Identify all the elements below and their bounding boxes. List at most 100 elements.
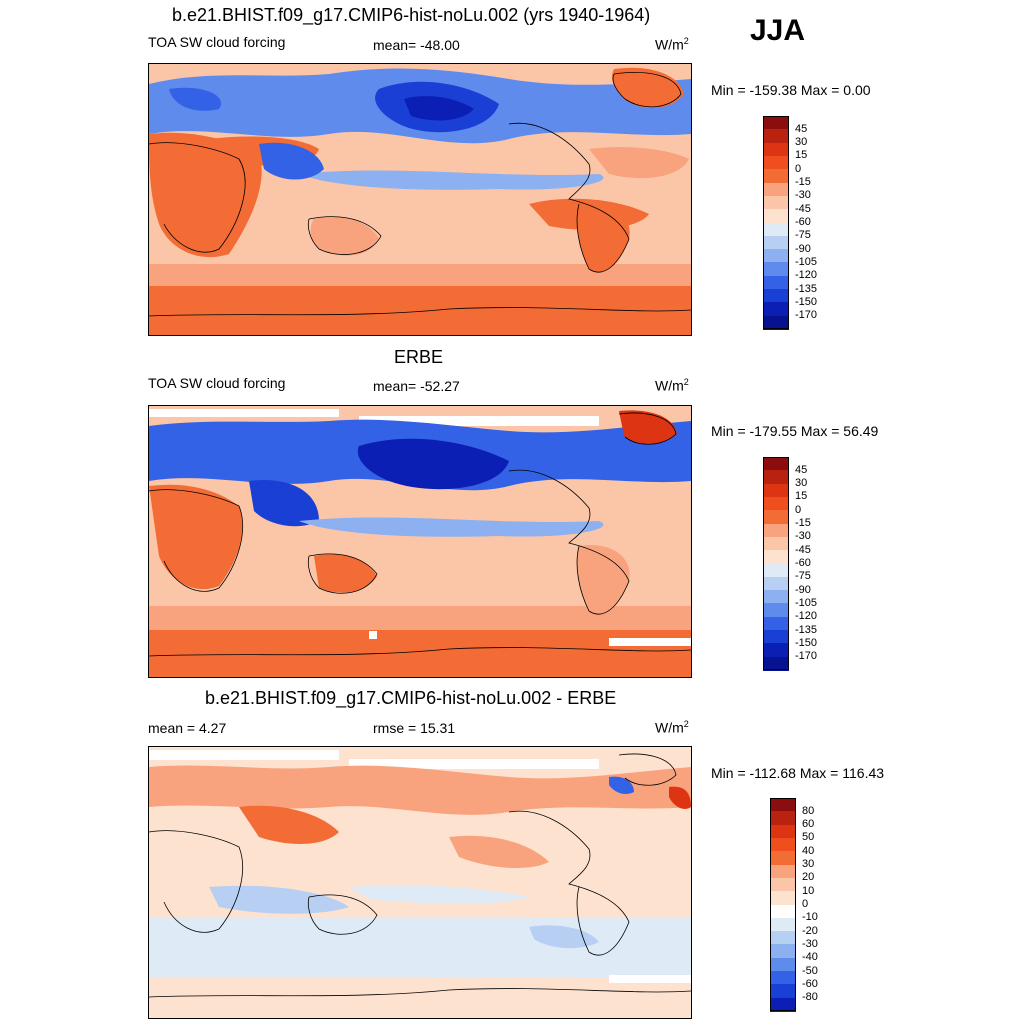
colorbar-tick-label: -150: [795, 636, 818, 649]
colorbar-frame: [763, 116, 789, 329]
colorbar-swatch: [763, 169, 789, 184]
colorbar-swatch: [763, 195, 789, 210]
colorbar-tick-label: 20: [802, 871, 815, 884]
season-label: JJA: [750, 14, 806, 47]
colorbar-swatch: [763, 209, 789, 223]
colorbar-swatch: [763, 576, 789, 591]
panel3-minmax: Min = -112.68 Max = 116.43: [711, 765, 885, 781]
colorbar-tick-label: -15: [795, 176, 811, 189]
colorbar-swatch: [770, 971, 796, 985]
colorbar-swatch: [763, 116, 789, 130]
colorbar-swatch: [763, 182, 789, 197]
colorbar-swatch: [770, 891, 796, 905]
colorbar-swatch: [770, 917, 796, 932]
colorbar-tick-label: -90: [795, 583, 811, 596]
colorbar-swatch: [763, 222, 789, 237]
colorbar-tick-label: -150: [795, 295, 818, 308]
panel1-minmax: Min = -159.38 Max = 0.00: [711, 82, 871, 98]
colorbar-tick-label: 80: [802, 804, 815, 817]
colorbar-swatch: [770, 824, 796, 839]
colorbar-swatch: [763, 656, 789, 671]
panel3-map: [148, 746, 692, 1019]
colorbar-swatch: [763, 129, 789, 144]
colorbar-tick-label: -45: [795, 202, 811, 215]
colorbar-tick-label: 15: [795, 149, 808, 162]
colorbar-frame: [763, 457, 789, 670]
colorbar-tick-label: -30: [802, 937, 818, 950]
colorbar-tick-label: 15: [795, 490, 808, 503]
colorbar-tick-label: -60: [795, 557, 811, 569]
colorbar-tick-label: 30: [795, 136, 808, 149]
colorbar-swatch: [763, 563, 789, 578]
colorbar-swatch: [770, 877, 796, 892]
colorbar-tick-label: -170: [795, 309, 818, 322]
colorbar-swatch: [763, 142, 789, 157]
colorbar-swatch: [763, 496, 789, 511]
colorbar-tick-label: -135: [795, 623, 818, 636]
colorbar-swatch: [770, 997, 796, 1012]
colorbar-tick-label: -45: [795, 543, 811, 556]
panel2-units: W/m2: [655, 377, 689, 394]
colorbar-swatch: [770, 811, 796, 826]
panel3-mean-label: mean = 4.27: [148, 720, 227, 736]
colorbar-swatch: [763, 536, 789, 551]
colorbar-swatch: [763, 289, 789, 303]
colorbar-tick-label: 0: [795, 503, 802, 516]
colorbar-swatch: [763, 603, 789, 618]
colorbar-tick-label: -60: [802, 977, 818, 990]
colorbar-swatch: [770, 944, 796, 959]
colorbar-swatch: [763, 483, 789, 498]
panel2-mean-label: mean= -52.27: [373, 378, 460, 394]
colorbar-swatch: [763, 155, 789, 170]
colorbar-tick-label: -105: [795, 596, 818, 609]
panel2-map: [148, 405, 692, 678]
colorbar-swatch: [763, 249, 789, 263]
colorbar-tick-label: -120: [795, 269, 818, 282]
colorbar-tick-label: -30: [795, 530, 811, 543]
panel3-title: b.e21.BHIST.f09_g17.CMIP6-hist-noLu.002 …: [205, 688, 617, 708]
colorbar-tick-label: -135: [795, 282, 818, 295]
colorbar-tick-label: 30: [795, 477, 808, 490]
colorbar-swatch: [763, 643, 789, 658]
panel3-rmse-label: rmse = 15.31: [373, 720, 456, 736]
panel1-title: b.e21.BHIST.f09_g17.CMIP6-hist-noLu.002 …: [172, 5, 651, 25]
colorbar-swatch: [763, 616, 789, 631]
colorbar-swatch: [763, 457, 789, 471]
colorbar-tick-label: -75: [795, 229, 811, 242]
colorbar-swatch: [763, 235, 789, 250]
colorbar-swatch: [763, 275, 789, 290]
colorbar-swatch: [763, 550, 789, 564]
colorbar-tick-label: -75: [795, 570, 811, 583]
colorbar-swatch: [770, 984, 796, 999]
colorbar-tick-label: 0: [802, 898, 809, 910]
colorbar-frame: [770, 798, 796, 1011]
panel2-title: ERBE: [394, 347, 444, 367]
colorbar-tick-label: -60: [795, 216, 811, 228]
colorbar-tick-label: 10: [802, 884, 815, 897]
colorbar-swatch: [770, 931, 796, 945]
colorbar-tick-label: -30: [795, 189, 811, 202]
panel2-minmax: Min = -179.55 Max = 56.49: [711, 423, 879, 439]
colorbar-tick-label: -10: [802, 911, 818, 924]
colorbar-swatch: [763, 590, 789, 604]
colorbar-swatch: [763, 262, 789, 277]
panel1-mean-label: mean= -48.00: [373, 37, 460, 53]
colorbar-tick-label: -105: [795, 255, 818, 268]
colorbar-swatch: [763, 470, 789, 485]
colorbar-swatch: [770, 851, 796, 866]
panel1-variable-label: TOA SW cloud forcing: [148, 34, 286, 50]
colorbar-swatch: [763, 302, 789, 317]
colorbar-swatch: [770, 957, 796, 972]
colorbar-swatch: [770, 904, 796, 919]
colorbar-swatch: [763, 630, 789, 644]
colorbar-swatch: [763, 523, 789, 538]
colorbar-swatch: [763, 315, 789, 330]
colorbar-tick-label: -90: [795, 242, 811, 255]
colorbar-swatch: [763, 510, 789, 525]
colorbar-tick-label: -50: [802, 964, 818, 977]
colorbar-tick-label: 45: [795, 463, 808, 476]
colorbar-tick-label: 45: [795, 122, 808, 135]
colorbar-swatch: [770, 837, 796, 852]
panel3-units: W/m2: [655, 719, 689, 736]
panel1-map: [148, 63, 692, 336]
